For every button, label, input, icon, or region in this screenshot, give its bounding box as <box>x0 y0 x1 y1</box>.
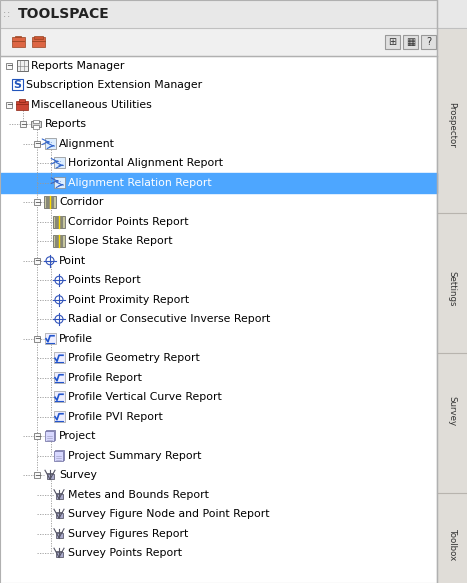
Bar <box>20 121 26 127</box>
Bar <box>0 173 437 192</box>
Text: Survey: Survey <box>447 396 457 426</box>
Text: ⊞: ⊞ <box>389 37 396 47</box>
Text: Point Proximity Report: Point Proximity Report <box>68 295 189 305</box>
Text: S: S <box>13 80 21 90</box>
Bar <box>34 472 40 478</box>
Text: Radial or Consecutive Inverse Report: Radial or Consecutive Inverse Report <box>68 314 270 324</box>
Text: Profile Report: Profile Report <box>68 373 142 383</box>
Bar <box>45 431 54 441</box>
Text: −: − <box>34 198 40 207</box>
Text: :: : <box>3 9 7 19</box>
Text: Prospector: Prospector <box>447 103 457 148</box>
Bar <box>19 99 25 102</box>
Bar <box>54 177 65 188</box>
Bar <box>17 59 28 71</box>
Bar <box>12 37 25 47</box>
Bar <box>34 36 43 39</box>
Bar <box>31 121 41 127</box>
Bar <box>12 79 23 90</box>
Text: Alignment Relation Report: Alignment Relation Report <box>68 178 212 188</box>
Bar <box>34 141 40 147</box>
Bar <box>54 391 65 402</box>
Text: Project Summary Report: Project Summary Report <box>68 451 201 461</box>
Text: Profile PVI Report: Profile PVI Report <box>68 412 163 422</box>
Bar <box>44 196 56 208</box>
Bar <box>32 37 45 47</box>
Bar <box>55 236 63 247</box>
Bar <box>34 336 40 342</box>
Text: Points Report: Points Report <box>68 275 141 285</box>
Text: Toolbox: Toolbox <box>447 529 457 561</box>
Bar <box>34 433 40 439</box>
Bar <box>15 36 21 39</box>
Text: ▦: ▦ <box>406 37 415 47</box>
Bar <box>34 199 40 205</box>
Text: Reports: Reports <box>45 120 87 129</box>
Text: −: − <box>6 100 12 109</box>
Text: Profile Geometry Report: Profile Geometry Report <box>68 353 200 363</box>
Bar <box>33 120 39 123</box>
Bar <box>0 0 467 28</box>
Text: Point: Point <box>59 256 86 266</box>
Bar <box>53 236 65 247</box>
Bar <box>421 35 436 49</box>
Bar <box>45 138 56 149</box>
Bar <box>53 216 65 228</box>
Bar <box>403 35 418 49</box>
Bar <box>45 333 56 344</box>
Text: :: : <box>7 9 10 19</box>
Text: −: − <box>34 470 40 480</box>
Bar <box>6 63 12 69</box>
Bar <box>54 411 65 422</box>
Bar <box>437 0 467 583</box>
Text: ?: ? <box>426 37 431 47</box>
Bar <box>385 35 400 49</box>
Bar <box>56 533 63 538</box>
Bar <box>55 216 63 228</box>
Text: Profile Vertical Curve Report: Profile Vertical Curve Report <box>68 392 222 402</box>
Text: Corridor Points Report: Corridor Points Report <box>68 217 189 227</box>
Text: Project: Project <box>59 431 96 441</box>
Text: −: − <box>20 120 26 129</box>
Text: Survey Points Report: Survey Points Report <box>68 548 182 559</box>
Text: Survey: Survey <box>59 470 97 480</box>
Bar <box>56 494 63 498</box>
Text: Survey Figures Report: Survey Figures Report <box>68 529 188 539</box>
Text: Corridor: Corridor <box>59 197 103 207</box>
Text: Slope Stake Report: Slope Stake Report <box>68 236 172 246</box>
Bar <box>47 474 54 479</box>
Bar <box>46 196 54 208</box>
Bar <box>0 28 437 56</box>
Text: Subscription Extension Manager: Subscription Extension Manager <box>26 80 202 90</box>
Bar <box>54 157 65 168</box>
Bar <box>54 372 65 383</box>
Text: Settings: Settings <box>447 271 457 306</box>
Bar <box>55 449 64 460</box>
Text: −: − <box>34 139 40 148</box>
Text: Reports Manager: Reports Manager <box>31 61 124 71</box>
Bar <box>54 352 65 363</box>
Text: −: − <box>34 257 40 265</box>
Bar <box>16 101 28 110</box>
Text: Profile: Profile <box>59 333 93 344</box>
Text: −: − <box>34 432 40 441</box>
Text: Alignment: Alignment <box>59 139 115 149</box>
Bar <box>56 552 63 557</box>
Text: Survey Figure Node and Point Report: Survey Figure Node and Point Report <box>68 509 269 519</box>
Bar <box>33 125 39 129</box>
Text: Metes and Bounds Report: Metes and Bounds Report <box>68 490 209 500</box>
Bar <box>46 430 55 440</box>
Bar <box>34 258 40 264</box>
Bar <box>54 451 63 461</box>
Bar <box>6 102 12 108</box>
Text: TOOLSPACE: TOOLSPACE <box>18 7 110 21</box>
Text: −: − <box>6 61 12 70</box>
Text: −: − <box>34 334 40 343</box>
Text: Miscellaneous Utilities: Miscellaneous Utilities <box>31 100 152 110</box>
Bar <box>56 513 63 518</box>
Text: Horizontal Alignment Report: Horizontal Alignment Report <box>68 158 223 168</box>
